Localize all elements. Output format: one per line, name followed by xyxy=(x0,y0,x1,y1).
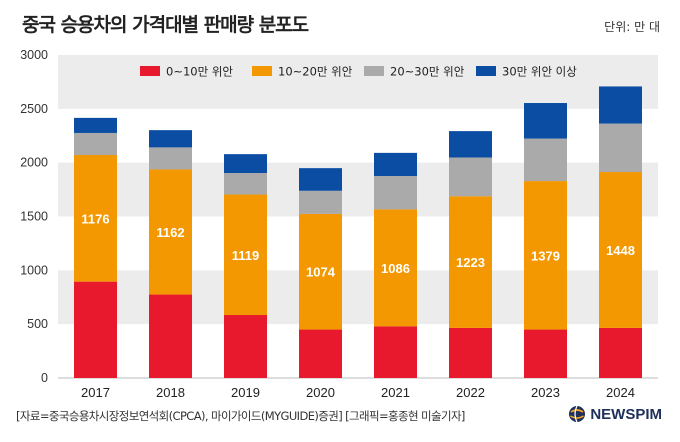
bar-segment xyxy=(599,327,642,378)
bar-segment xyxy=(224,173,267,195)
grid-band xyxy=(58,162,658,217)
bar-segment xyxy=(149,130,192,148)
x-tick-label: 2019 xyxy=(231,385,260,400)
data-label: 1074 xyxy=(306,265,336,280)
y-tick-label: 2000 xyxy=(20,156,48,170)
globe-icon xyxy=(569,405,586,423)
y-tick-label: 2500 xyxy=(20,102,48,116)
bar-segment xyxy=(374,176,417,210)
bar-segment xyxy=(374,209,417,327)
chart-title: 중국 승용차의 가격대별 판매량 분포도 xyxy=(22,14,309,36)
data-label: 1379 xyxy=(531,248,560,263)
source-note: [자료=중국승용차시장정보연석회(CPCA), 마이가이드(MYGUIDE)증권… xyxy=(16,409,465,423)
brand-logo: NEWSPIM xyxy=(568,405,662,423)
bar-segment xyxy=(449,131,492,158)
chart: 0 500 1000 1500 2000 2500 3000 1176 1162 1119 107… xyxy=(20,48,658,400)
x-tick-label: 2018 xyxy=(156,385,185,400)
bar-segment xyxy=(374,152,417,177)
legend-swatch xyxy=(364,66,384,76)
bar-segment xyxy=(224,154,267,174)
legend-swatch xyxy=(140,66,160,76)
data-label: 1223 xyxy=(456,255,485,270)
bar-segment xyxy=(299,190,342,214)
bar-segment xyxy=(299,168,342,191)
bar-segment xyxy=(449,157,492,197)
grid-band xyxy=(58,55,658,109)
bar-segment xyxy=(524,329,567,378)
x-tick-label: 2017 xyxy=(81,385,110,400)
y-tick-label: 1500 xyxy=(20,210,48,224)
bar-segment xyxy=(74,281,117,378)
y-tick-label: 1000 xyxy=(20,263,48,277)
bar-segment xyxy=(599,86,642,124)
legend-label: 30만 위안 이상 xyxy=(502,65,577,79)
data-label: 1119 xyxy=(232,248,260,263)
bar-segment xyxy=(149,294,192,378)
x-tick-label: 2021 xyxy=(381,385,410,400)
bar-segment xyxy=(299,329,342,378)
bar-segment xyxy=(149,169,192,295)
bar-segment xyxy=(74,155,117,282)
bar-segment xyxy=(599,123,642,173)
bar-segment xyxy=(224,315,267,378)
bar-segment xyxy=(149,147,192,170)
legend-label: 20~30만 위안 xyxy=(390,65,465,79)
unit-label: 단위: 만 대 xyxy=(604,20,660,34)
bar-segment xyxy=(374,326,417,378)
x-tick-label: 2024 xyxy=(606,385,635,400)
x-tick-label: 2023 xyxy=(531,385,560,400)
legend-label: 10~20만 위안 xyxy=(278,65,353,79)
y-tick-label: 3000 xyxy=(20,48,48,62)
bar-segment xyxy=(599,172,642,328)
data-label: 1162 xyxy=(156,225,184,240)
bar-segment xyxy=(449,196,492,328)
bar-segment xyxy=(524,181,567,330)
bar-segment xyxy=(449,327,492,378)
bar-segment xyxy=(224,194,267,316)
legend-swatch xyxy=(476,66,496,76)
data-label: 1086 xyxy=(381,261,410,276)
y-tick-label: 0 xyxy=(41,371,48,385)
bar-segment xyxy=(74,117,117,133)
x-tick-label: 2020 xyxy=(306,385,335,400)
data-label: 1448 xyxy=(606,243,635,258)
y-tick-label: 500 xyxy=(27,317,48,331)
grid-band xyxy=(58,270,658,325)
data-label: 1176 xyxy=(81,211,109,226)
bar-segment xyxy=(524,103,567,139)
brand-name: NEWSPIM xyxy=(590,405,662,423)
legend-swatch xyxy=(252,66,272,76)
bar-segment xyxy=(74,132,117,156)
x-tick-label: 2022 xyxy=(456,385,485,400)
bar-segment xyxy=(524,138,567,182)
legend-label: 0~10만 위안 xyxy=(166,65,233,79)
bar-segment xyxy=(299,213,342,330)
